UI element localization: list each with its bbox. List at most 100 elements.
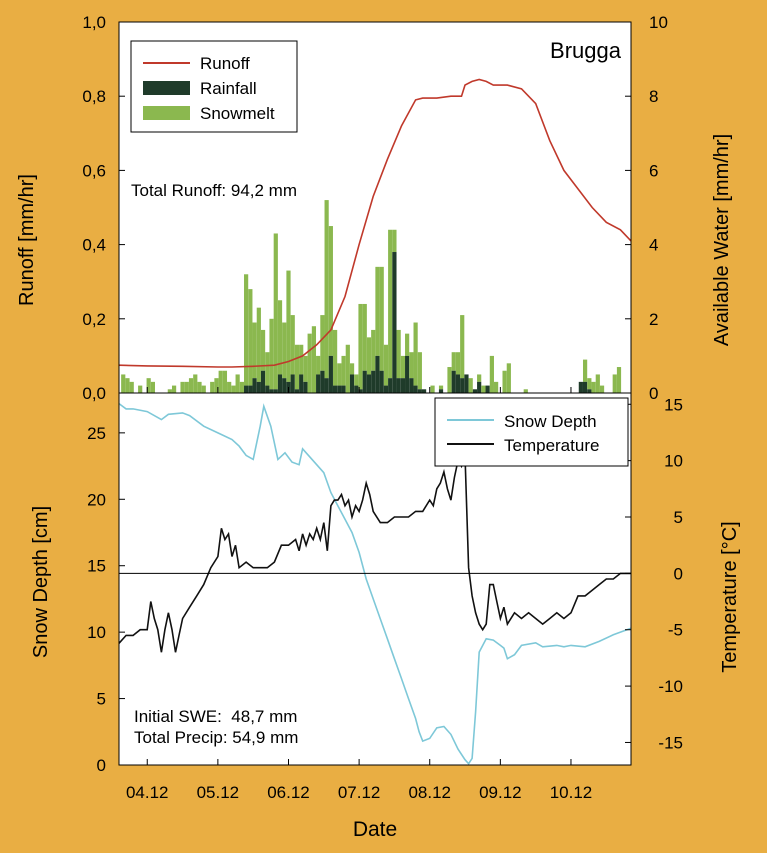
snowmelt-bar [481,385,486,393]
top-legend: Runoff Rainfall Snowmelt [130,40,298,133]
rainfall-bar [396,378,401,393]
snowmelt-bar [447,367,452,393]
snowmelt-bar [265,352,270,386]
snowmelt-bar [358,303,363,390]
rainfall-bar [269,389,274,393]
rainfall-bar [417,389,422,393]
temperature-tick-label: 0 [674,564,683,583]
snowmelt-bar [239,381,244,393]
rainfall-bar [464,374,469,393]
available-water-tick-label: 2 [649,310,658,329]
snowmelt-bar [193,374,198,393]
runoff-tick-label: 0,6 [82,161,106,180]
snowmelt-bar [277,300,283,375]
rainfall-bar [244,385,249,393]
rainfall-bar [421,389,427,393]
snowmelt-bar [438,385,444,390]
rainfall-bar [260,370,266,393]
snowmelt-bar [502,370,507,393]
rainfall-bar [455,374,461,393]
snowmelt-bar [256,307,261,382]
available-water-tick-label: 0 [649,384,658,403]
total-runoff-annotation: Total Runoff: 94,2 mm [131,181,297,200]
snowmelt-bar [375,266,380,356]
rainfall-bar [405,355,410,393]
snowmelt-bar [171,385,177,393]
snowmelt-bar [489,355,494,393]
snowmelt-bar [451,352,456,371]
temperature-tick-label: -10 [658,677,683,696]
snow-depth-tick-label: 10 [87,623,106,642]
available-water-axis-label: Available Water [mm/hr] [711,134,733,346]
snowmelt-bar [294,344,300,390]
temperature-tick-label: -15 [658,733,683,752]
snowmelt-bar [612,374,617,393]
legend-snow-depth-label: Snow Depth [504,412,597,431]
available-water-bars [121,200,622,393]
rainfall-bar [392,252,397,393]
snowmelt-bar [320,315,325,371]
rainfall-bar [299,374,304,393]
rainfall-bar [485,385,490,393]
runoff-tick-label: 1,0 [82,13,106,32]
rainfall-bar [328,355,333,393]
snowmelt-bar [201,385,206,393]
snow-depth-tick-label: 15 [87,557,106,576]
rainfall-bar [582,381,588,393]
rainfall-bar [388,378,393,393]
snowmelt-bar [430,385,435,393]
snowmelt-bar [371,329,376,371]
snowmelt-bar [167,389,172,393]
snow-temperature-line-layer [118,402,632,766]
snowmelt-bar [210,381,215,393]
rainfall-bar [290,374,295,393]
legend-temperature-label: Temperature [504,436,599,455]
snowmelt-bar [366,337,372,375]
snowmelt-bar [260,329,266,371]
available-water-tick-label: 4 [649,236,658,255]
snowmelt-bar [214,378,219,393]
snowmelt-bar [303,355,308,382]
runoff-line [118,78,632,368]
temperature-tick-label: 10 [664,452,683,471]
snowmelt-bar [341,355,346,386]
date-axis-label: Date [353,818,397,841]
date-tick-label: 10.12 [550,783,593,802]
snowmelt-bar [121,374,126,393]
rainfall-bar [358,389,363,393]
rainfall-bar [413,385,418,393]
runoff-axis-label: Runoff [mm/hr] [16,174,38,306]
rainfall-bar [366,374,372,393]
snowmelt-bar [235,374,240,393]
snowmelt-bar [413,322,418,386]
rainfall-bar [409,378,414,393]
snowmelt-bar [184,381,189,393]
snowmelt-bar [582,359,588,382]
snowmelt-bar [379,266,384,371]
snowmelt-bar [307,333,312,393]
rainfall-bar [451,370,456,393]
date-tick-label: 06.12 [267,783,310,802]
snowmelt-bar [290,315,295,375]
temperature-tick-label: 5 [674,508,683,527]
rainfall-bar [349,374,355,393]
rainfall-bar [477,381,482,393]
snowmelt-bar [349,363,355,375]
snowmelt-bar [231,385,236,393]
bottom-panel-frame [118,392,632,766]
rainfall-bar [472,389,478,393]
rainfall-bar [341,385,346,393]
snowmelt-bar [316,355,321,375]
initial-swe-annotation: Initial SWE: 48,7 mm [134,707,297,726]
bottom-legend: Snow Depth Temperature [434,397,629,467]
snowmelt-bar [477,374,482,382]
snowmelt-bar [455,352,461,375]
rainfall-bar [332,385,338,393]
rainfall-bar [294,389,300,393]
rainfall-bar [282,378,287,393]
rainfall-bar [303,381,308,393]
available-water-tick-label: 10 [649,13,668,32]
rainfall-bar [320,370,325,393]
snowmelt-bar [417,352,422,390]
rainfall-bar [460,378,465,393]
